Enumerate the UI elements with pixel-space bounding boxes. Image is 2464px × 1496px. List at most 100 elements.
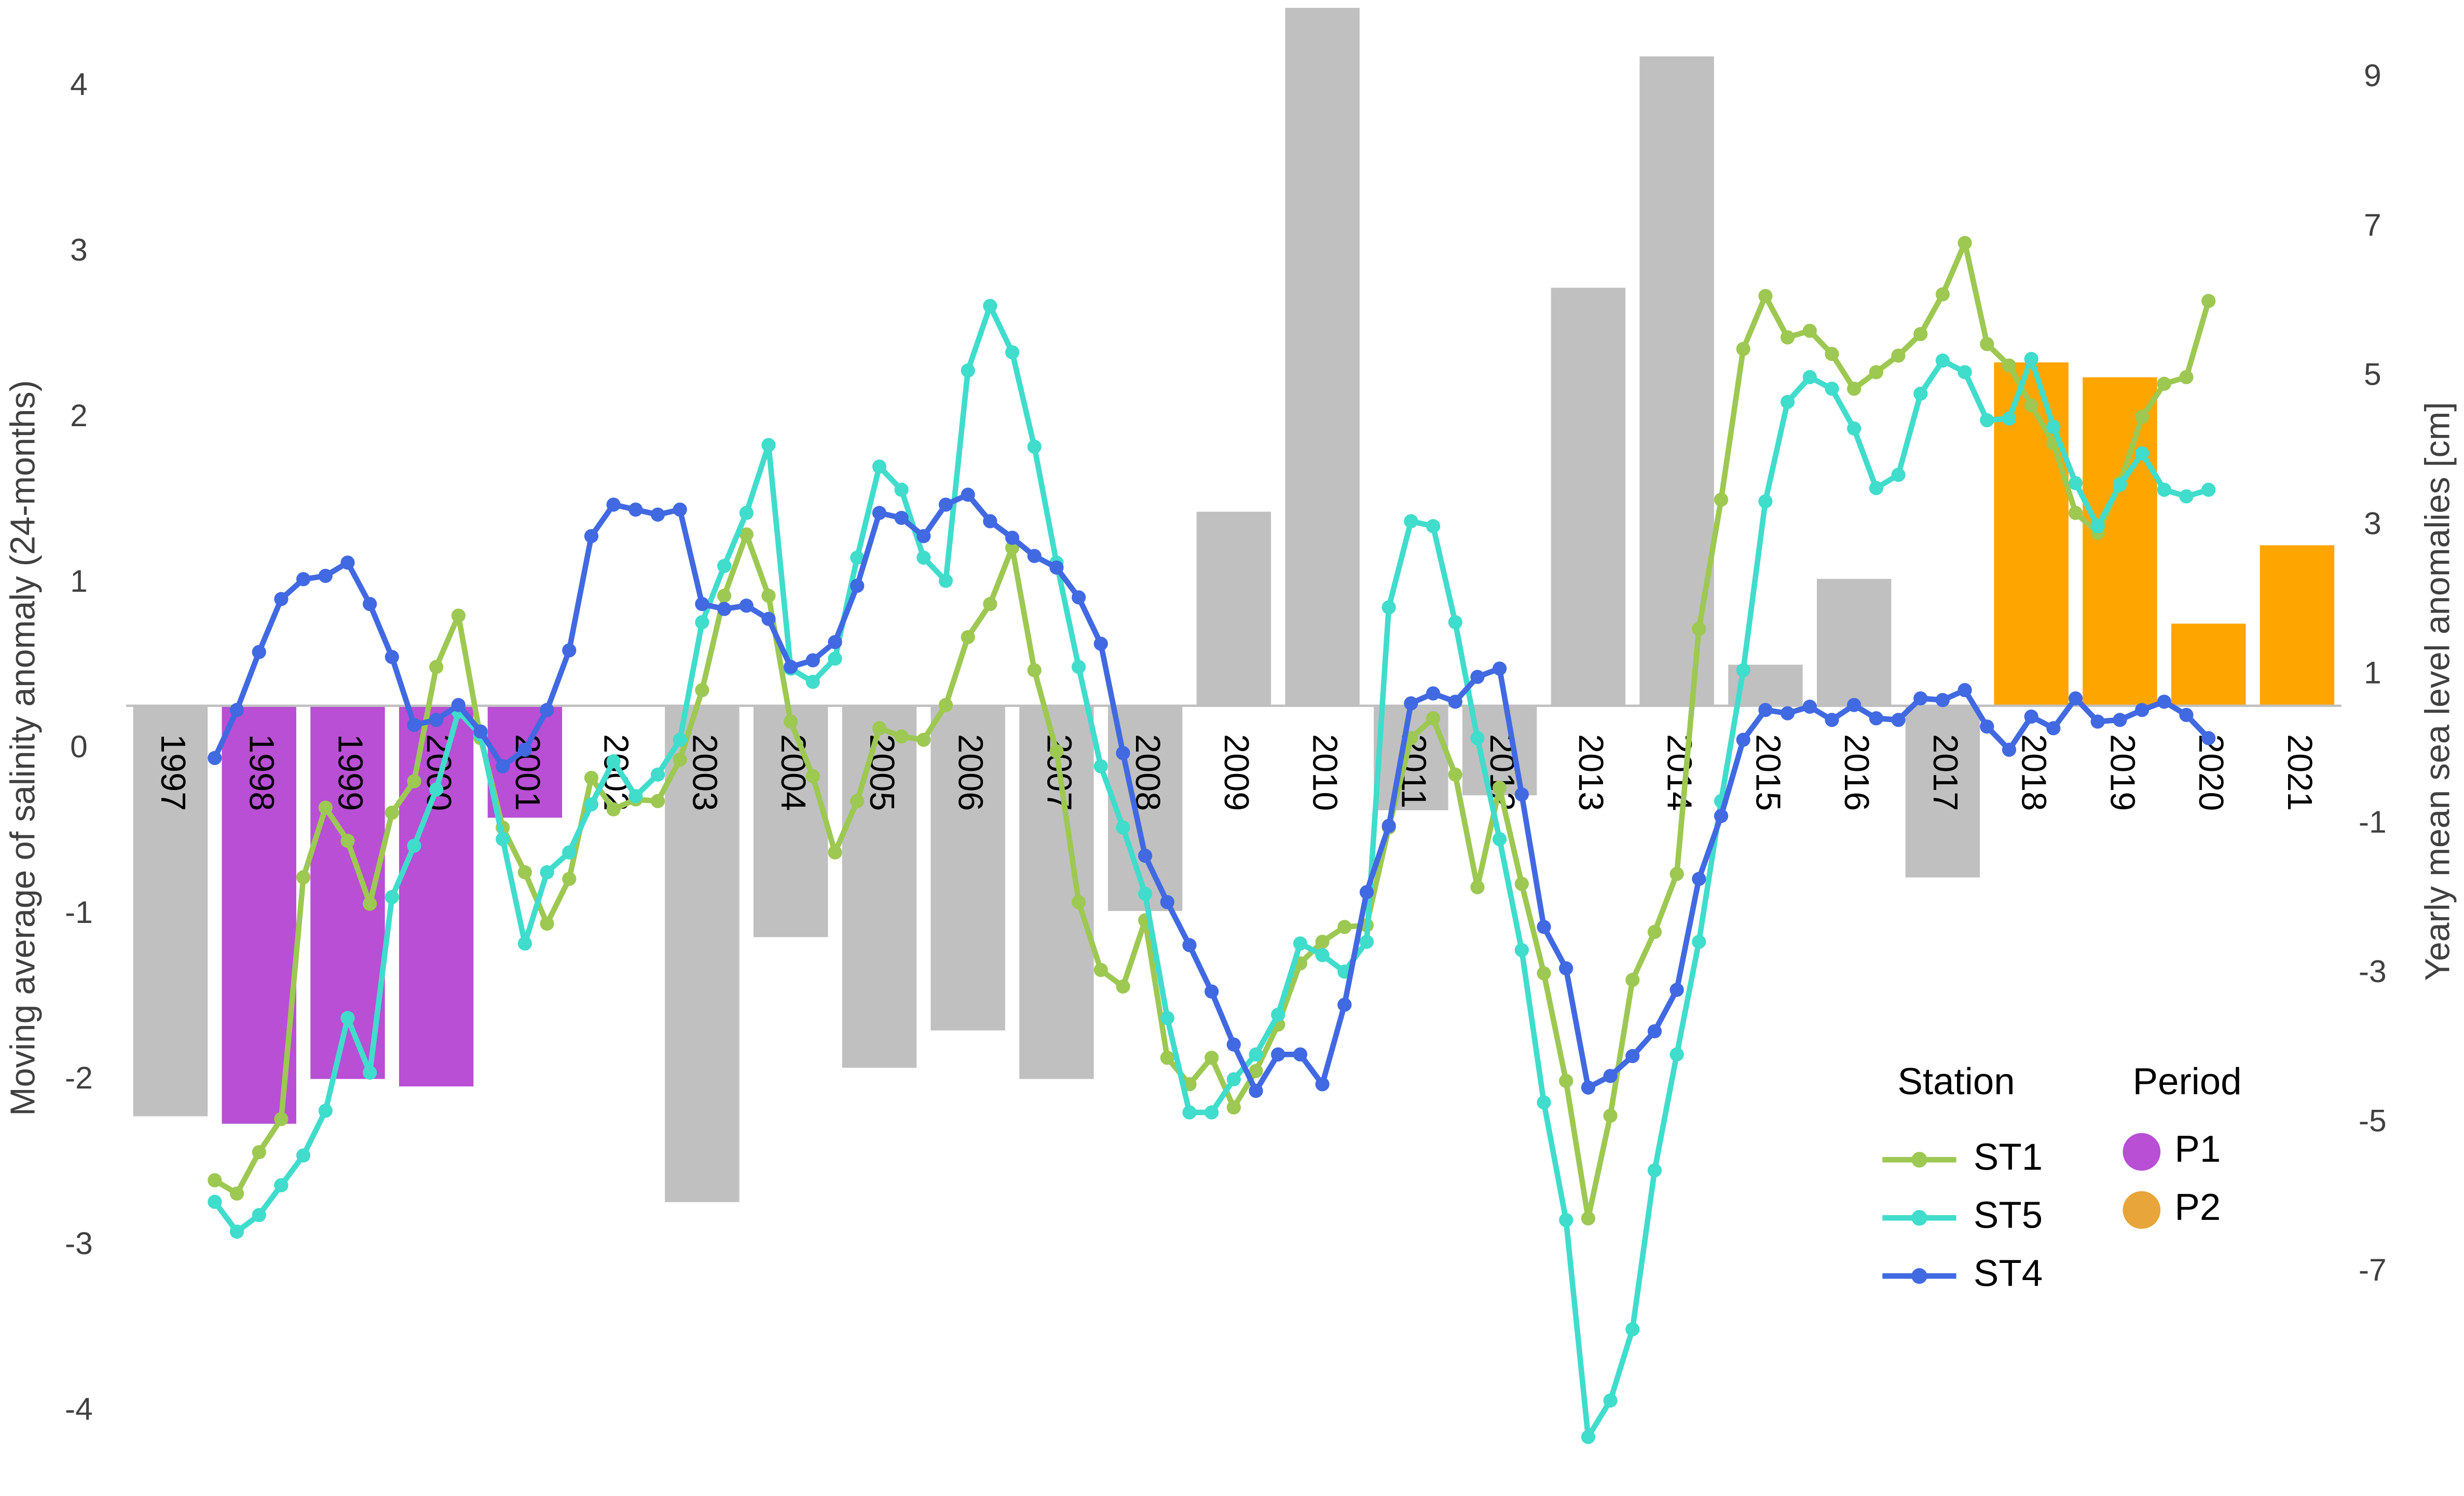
period-legend-title: Period (2133, 1060, 2242, 1103)
series-point (1891, 348, 1906, 363)
series-point (1271, 1008, 1285, 1022)
series-point (296, 572, 311, 587)
series-point (229, 1225, 244, 1239)
legend-label: P2 (2174, 1186, 2221, 1228)
bar (753, 705, 828, 937)
series-point (2134, 410, 2150, 424)
series-point (2201, 294, 2216, 308)
series-point (584, 529, 599, 543)
series-point (1249, 1064, 1263, 1078)
y-tick-label: 4 (70, 66, 88, 102)
series-point (1514, 787, 1529, 802)
x-tick-label: 2005 (863, 734, 901, 811)
series-point (1116, 746, 1130, 760)
series-point (1071, 590, 1086, 605)
series-point (1559, 1073, 1573, 1089)
series-point (606, 754, 621, 769)
series-point (717, 602, 732, 616)
series-point (828, 635, 842, 649)
series-point (496, 759, 510, 773)
x-tick-label: 2017 (1926, 734, 1964, 811)
series-point (1404, 696, 1418, 711)
series-point (473, 724, 488, 739)
series-point (296, 870, 311, 885)
series-point (517, 742, 532, 757)
series-point (1559, 961, 1573, 976)
series-point (1559, 1213, 1573, 1227)
series-point (229, 703, 244, 717)
y-tick-label: 3 (70, 232, 88, 267)
series-point (429, 782, 444, 797)
legend-swatch (2123, 1191, 2161, 1229)
series-point (695, 683, 709, 698)
series-point (1913, 691, 1928, 706)
series-point (1138, 887, 1153, 901)
series-point (650, 794, 665, 808)
x-tick-label: 2004 (774, 734, 812, 811)
series-point (1116, 820, 1130, 835)
x-tick-label: 1999 (331, 734, 369, 811)
series-point (1980, 337, 1994, 351)
series-point (938, 574, 953, 588)
x-tick-label: 2019 (2103, 734, 2141, 811)
series-point (1935, 693, 1950, 708)
series-point (1027, 663, 1042, 677)
series-point (805, 769, 820, 784)
series-point (1448, 615, 1462, 630)
series-point (2157, 482, 2171, 497)
series-point (1758, 289, 1773, 303)
series-point (628, 789, 643, 804)
series-point (407, 774, 421, 788)
series-point (2068, 506, 2083, 520)
series-point (2179, 489, 2194, 504)
bar (1196, 511, 1271, 706)
series-point (1249, 1083, 1263, 1098)
series-point (2046, 419, 2061, 434)
series-point (1071, 895, 1086, 909)
series-point (1935, 353, 1950, 368)
series-point (1448, 767, 1462, 782)
series-point (1204, 1105, 1219, 1120)
series-point (1869, 711, 1883, 726)
bar (133, 705, 208, 1117)
y2-tick-label: 5 (2364, 356, 2381, 391)
series-point (761, 589, 776, 603)
series-point (2113, 713, 2127, 727)
series-point (872, 721, 887, 736)
series-point (1581, 1430, 1596, 1444)
series-point (385, 890, 399, 904)
x-tick-label: 1998 (242, 734, 281, 811)
series-point (208, 1173, 222, 1188)
series-point (606, 497, 621, 512)
series-point (2024, 398, 2038, 413)
series-point (894, 511, 909, 525)
series-point (274, 592, 289, 606)
series-point (1758, 703, 1773, 717)
series-point (673, 502, 687, 517)
series-point (2113, 478, 2127, 492)
series-point (916, 732, 931, 747)
series-point (1093, 636, 1108, 651)
series-point (1825, 382, 1839, 396)
series-point (961, 630, 975, 645)
y2-tick-label: 9 (2364, 58, 2381, 93)
series-point (2068, 691, 2083, 706)
series-point (517, 865, 532, 880)
series-point (318, 1104, 333, 1118)
series-point (540, 703, 554, 717)
series-point (1359, 934, 1374, 949)
series-point (695, 596, 709, 611)
series-point (1802, 370, 1817, 385)
series-point (274, 1112, 289, 1126)
series-point (385, 805, 399, 820)
series-point (1847, 382, 1861, 396)
series-point (2002, 358, 2017, 373)
x-tick-label: 2010 (1306, 734, 1344, 811)
series-point (2179, 708, 2194, 722)
y-axis-title: Moving average of salinity anomaly (24-m… (4, 380, 43, 1116)
series-point (385, 650, 399, 664)
series-point (1337, 920, 1352, 934)
x-tick-label: 2020 (2192, 734, 2230, 811)
series-point (1802, 323, 1817, 338)
x-tick-label: 2009 (1217, 734, 1255, 811)
